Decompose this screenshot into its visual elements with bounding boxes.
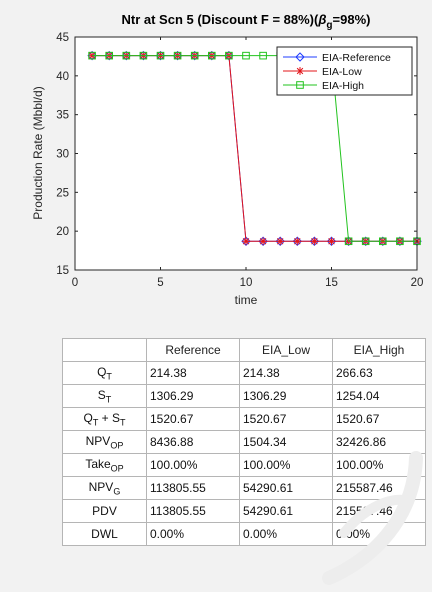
y-tick-label: 35 [56,110,69,122]
data-point [122,51,131,60]
table-row: QT 214.38 214.38 266.63 [62,361,426,385]
legend-item: EIA-Low [283,66,362,78]
data-point [156,51,165,60]
table-cell: 113805.55 [146,499,240,523]
table-row: QT + ST 1520.67 1520.67 1520.67 [62,407,426,431]
row-label: ST [62,384,147,408]
table-cell: 266.63 [332,361,426,385]
table-cell: 100.00% [146,453,240,477]
table-header-eia-high: EIA_High [332,338,426,362]
data-point [105,51,114,60]
x-tick-label: 0 [72,277,78,289]
data-point [208,51,216,60]
chart-figure: Ntr at Scn 5 (Discount F = 88%)(βg=98%) … [31,12,424,307]
x-tick-label: 15 [325,277,338,289]
row-label: TakeOP [62,453,147,477]
row-label: QT + ST [62,407,147,431]
table-cell: 100.00% [239,453,333,477]
table-row: TakeOP 100.00% 100.00% 100.00% [62,453,426,477]
production-rate-chart: Ntr at Scn 5 (Discount F = 88%)(βg=98%) … [31,12,423,307]
table-row: ST 1306.29 1306.29 1254.04 [62,384,426,408]
row-label: DWL [62,522,147,546]
y-tick-label: 40 [56,71,69,83]
data-point [276,237,285,246]
table-cell: 54290.61 [239,499,333,523]
y-tick-label: 45 [56,32,69,44]
legend-label: EIA-Low [322,66,362,78]
table-row: PDV 113805.55 54290.61 215587.46 [62,499,426,523]
table-cell: 8436.88 [146,430,240,454]
table-header-blank [62,338,147,362]
table-cell: 214.38 [146,361,240,385]
x-tick-label: 5 [157,277,163,289]
data-point [88,51,96,60]
y-tick-label: 15 [56,265,69,277]
table-header-row: Reference EIA_Low EIA_High [62,338,426,362]
data-point [173,51,182,60]
table-row: NPVG 113805.55 54290.61 215587.46 [62,476,426,500]
x-tick-label: 20 [411,277,424,289]
table-cell: 1306.29 [239,384,333,408]
data-point [293,237,302,246]
table-cell: 1520.67 [332,407,426,431]
data-point [344,237,353,246]
table-header-reference: Reference [146,338,240,362]
data-point [190,51,199,60]
row-label: NPVOP [62,430,147,454]
table-cell: 0.00% [332,522,426,546]
chart-title: Ntr at Scn 5 (Discount F = 88%)(βg=98%) [122,12,371,31]
row-label: QT [62,361,147,385]
row-label: NPVG [62,476,147,500]
table-cell: 54290.61 [239,476,333,500]
table-header-eia-low: EIA_Low [239,338,333,362]
table-cell: 215587.46 [332,499,426,523]
legend-label: EIA-High [322,80,364,92]
table-cell: 1306.29 [146,384,240,408]
y-tick-label: 20 [56,226,69,238]
x-axis-label: time [235,293,258,307]
data-point [259,237,268,246]
data-point [139,51,148,60]
results-table: Reference EIA_Low EIA_High QT 214.38 214.3… [62,338,426,546]
table-cell: 100.00% [332,453,426,477]
table-cell: 1254.04 [332,384,426,408]
x-tick-label: 10 [240,277,253,289]
row-label: PDV [62,499,147,523]
table-cell: 1520.67 [239,407,333,431]
table-row: DWL 0.00% 0.00% 0.00% [62,522,426,546]
data-point [225,51,233,60]
ticks-layer: 0 5 10 15 20 15 20 25 30 35 40 45 [56,32,423,289]
data-point [396,237,404,246]
table-cell: 32426.86 [332,430,426,454]
y-tick-label: 25 [56,187,69,199]
legend-item: EIA-Reference [283,52,391,64]
data-point [259,51,267,60]
table-cell: 0.00% [146,522,240,546]
data-point [310,237,319,246]
data-point [361,237,370,246]
data-point [379,237,387,246]
y-axis-label: Production Rate (Mbbl/d) [31,86,45,219]
legend-marker [296,81,304,89]
legend-marker [296,67,304,75]
table-cell: 214.38 [239,361,333,385]
legend: EIA-Reference EIA-Low EIA-High [276,46,413,96]
table-row: NPVOP 8436.88 1504.34 32426.86 [62,430,426,454]
table-cell: 0.00% [239,522,333,546]
data-point [242,51,250,60]
data-point [242,237,250,246]
data-point [327,237,336,246]
legend-item: EIA-High [283,80,364,92]
legend-marker [295,52,305,62]
table-cell: 1504.34 [239,430,333,454]
table-cell: 113805.55 [146,476,240,500]
legend-label: EIA-Reference [322,52,391,64]
table-cell: 215587.46 [332,476,426,500]
y-tick-label: 30 [56,149,69,161]
table-cell: 1520.67 [146,407,240,431]
